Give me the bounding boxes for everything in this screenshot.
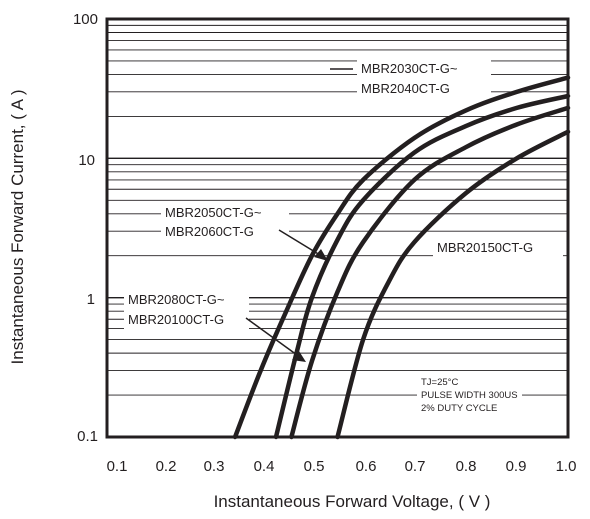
x-tick-label: 0.7: [405, 458, 426, 475]
condition-note: 2% DUTY CYCLE: [421, 403, 497, 414]
y-axis-title: Instantaneous Forward Current, ( A ): [8, 90, 27, 365]
x-tick-label: 0.4: [254, 458, 275, 475]
plot-frame: [105, 17, 570, 439]
x-tick-label: 0.3: [204, 458, 225, 475]
condition-note: TJ=25°C: [421, 377, 458, 388]
series-label: MBR2080CT-G~: [128, 292, 225, 307]
x-tick-label: 0.1: [107, 458, 128, 475]
y-tick-labels: 0.1 1 10 100: [73, 11, 98, 445]
series-line: [273, 93, 571, 440]
arrow-head: [314, 249, 328, 261]
x-tick-label: 1.0: [556, 458, 577, 475]
x-tick-labels: 0.1 0.2 0.3 0.4 0.5 0.6 0.7 0.8 0.9 1.0: [107, 458, 577, 475]
y-tick-label: 100: [73, 11, 98, 28]
series-label: MBR2030CT-G~: [361, 61, 458, 76]
x-tick-label: 0.5: [304, 458, 325, 475]
leader-lines: [245, 68, 353, 356]
x-axis-title: Instantaneous Forward Voltage, ( V ): [214, 492, 491, 511]
x-tick-label: 0.2: [156, 458, 177, 475]
series-label: MBR20150CT-G: [437, 240, 533, 255]
series-label: MBR2050CT-G~: [165, 205, 262, 220]
y-tick-label: 10: [78, 152, 95, 169]
arrow-head: [292, 351, 306, 362]
series-line: [232, 75, 571, 440]
x-tick-label: 0.9: [506, 458, 527, 475]
series-label: MBR2040CT-G: [361, 81, 450, 96]
y-tick-label: 0.1: [77, 428, 98, 445]
series-label: MBR20100CT-G: [128, 312, 224, 327]
curves: [232, 75, 571, 440]
series-line: [289, 105, 571, 440]
y-tick-label: 1: [87, 291, 95, 308]
condition-note: PULSE WIDTH 300US: [421, 390, 518, 401]
series-line: [335, 129, 571, 440]
x-tick-label: 0.6: [356, 458, 377, 475]
series-label: MBR2060CT-G: [165, 224, 254, 239]
x-tick-label: 0.8: [456, 458, 477, 475]
